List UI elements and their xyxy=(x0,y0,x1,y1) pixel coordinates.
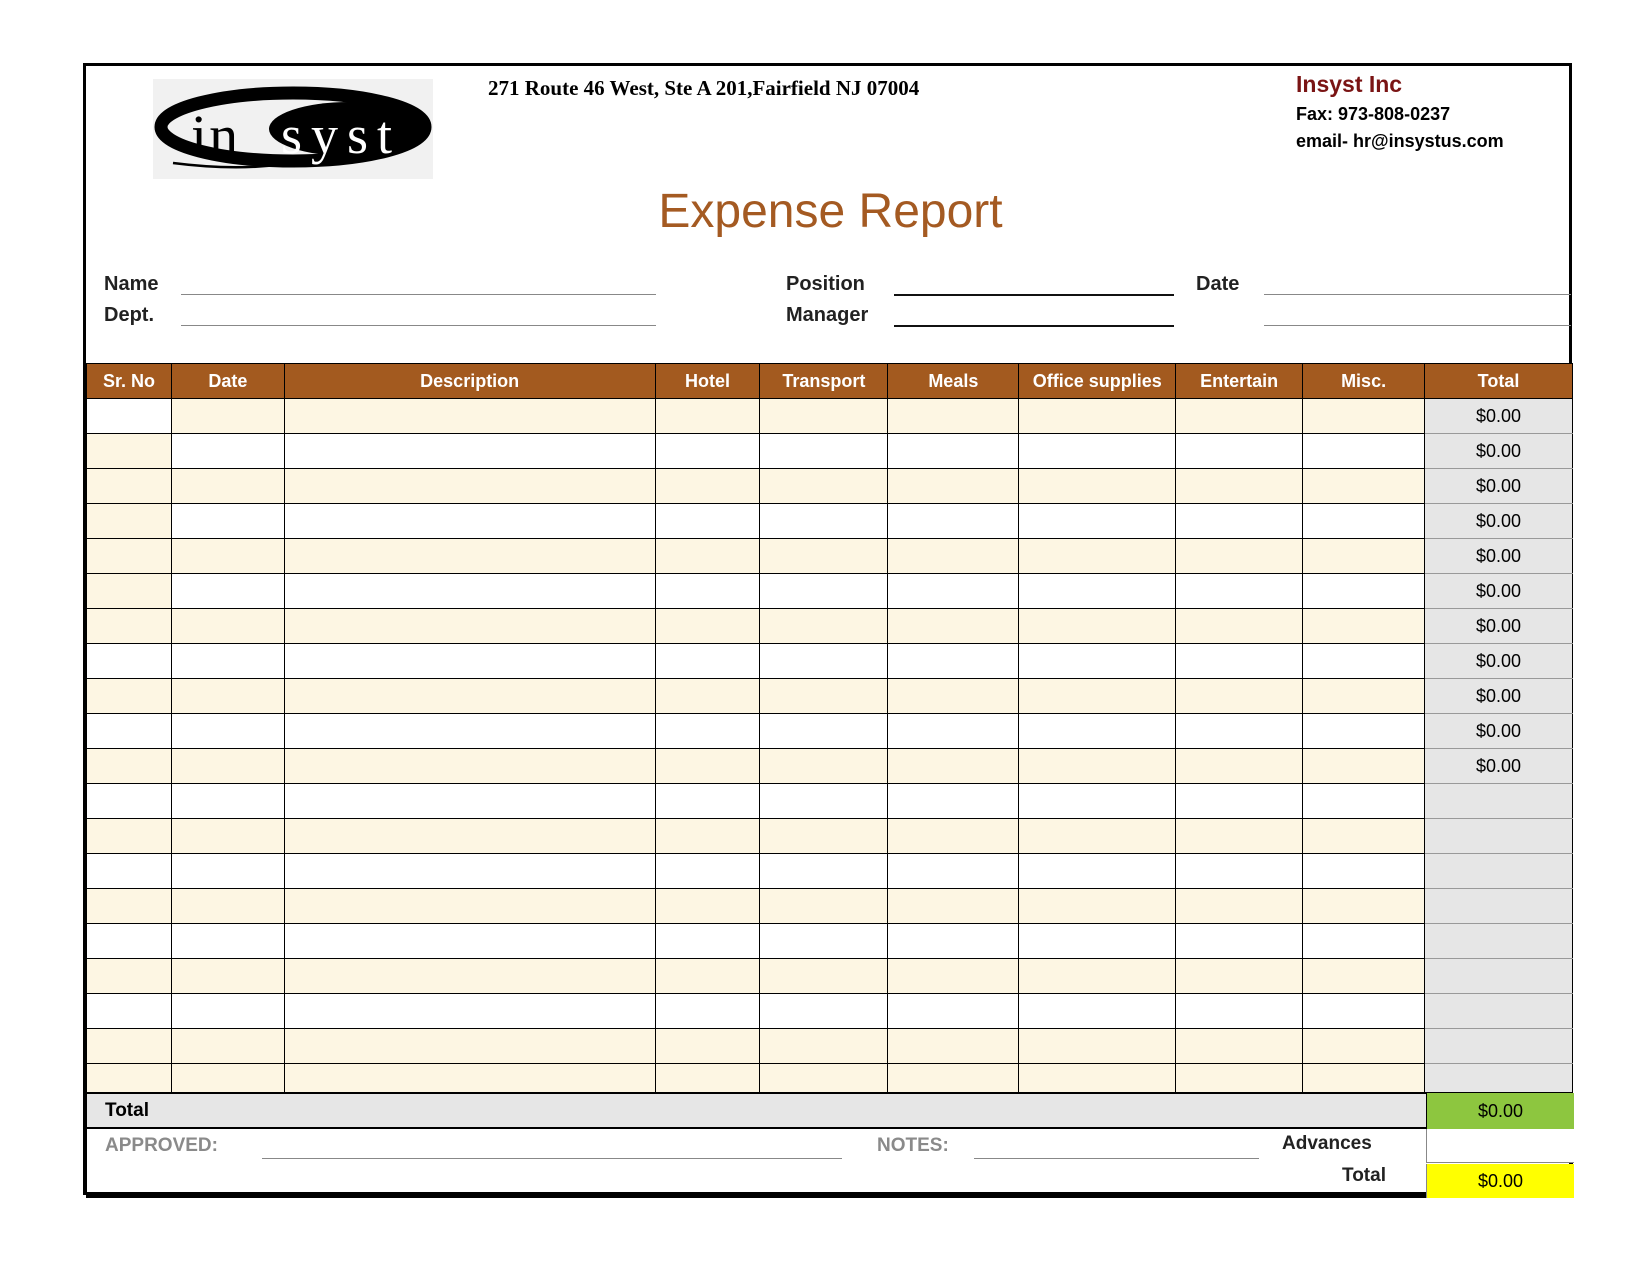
svg-text:in: in xyxy=(191,103,240,168)
svg-text:syst: syst xyxy=(281,105,401,165)
